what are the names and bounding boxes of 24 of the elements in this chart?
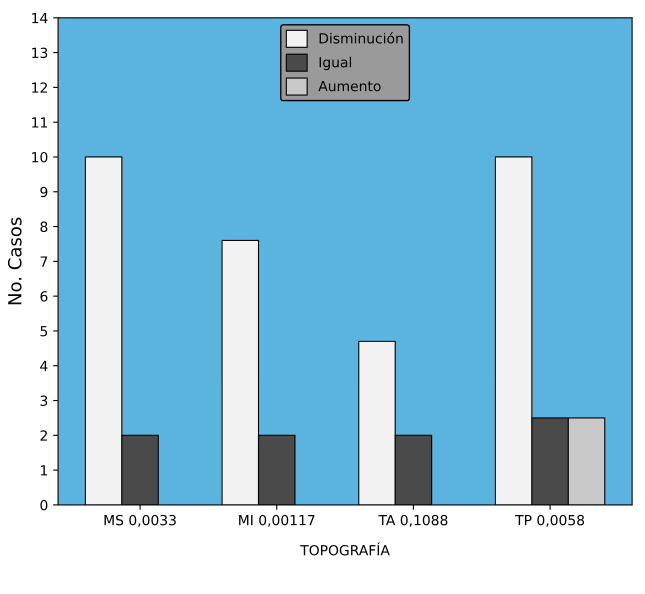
y-tick-label: 12 — [32, 82, 47, 93]
x-axis-title: TOPOGRAFÍA — [300, 542, 390, 556]
y-tick-label: 14 — [32, 12, 48, 24]
y-tick-label: 9 — [40, 186, 48, 198]
legend-label: Aumento — [318, 81, 381, 92]
y-tick-label: 13 — [32, 48, 48, 58]
legend-label: Disminución — [320, 32, 403, 44]
y-tick-label: 0 — [40, 500, 48, 510]
y-tick-label: 6 — [40, 291, 48, 302]
y-axis-title: No. Casos — [8, 218, 22, 304]
y-tick-label: 3 — [40, 395, 48, 406]
y-tick-label: 7 — [40, 256, 48, 267]
x-tick-label: MS 0,0033 — [104, 514, 176, 527]
y-tick-label: 2 — [40, 430, 47, 441]
x-tick-label: TP 0,0058 — [515, 514, 584, 527]
y-tick-label: 11 — [32, 117, 48, 128]
x-tick-label: MI 0,00117 — [239, 514, 315, 527]
y-tick-label: 10 — [32, 152, 48, 162]
x-tick-label: TA 0,1088 — [378, 514, 448, 527]
legend-label: Igual — [320, 56, 352, 70]
y-tick-label: 8 — [40, 222, 48, 232]
y-tick-label: 4 — [40, 360, 48, 372]
y-tick-label: 5 — [40, 326, 48, 336]
y-tick-label: 1 — [41, 465, 48, 476]
